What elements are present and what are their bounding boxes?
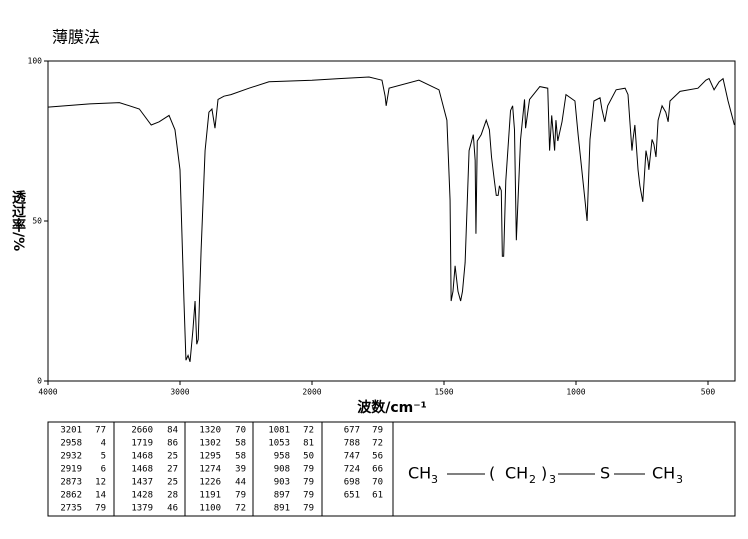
peak-wavenumber: 891 xyxy=(274,504,290,514)
peak-wavenumber: 1719 xyxy=(131,439,153,449)
peak-wavenumber: 788 xyxy=(344,439,360,449)
peak-transmittance: 44 xyxy=(235,478,246,488)
peak-transmittance: 70 xyxy=(235,426,246,436)
formula-text: CH xyxy=(408,464,431,483)
formula-text: CH xyxy=(652,464,675,483)
x-tick-label: 4000 xyxy=(38,388,57,397)
table-dividers xyxy=(113,422,394,516)
peak-wavenumber: 1320 xyxy=(199,426,221,436)
peak-wavenumber: 903 xyxy=(274,478,290,488)
x-tick-label: 2000 xyxy=(302,388,321,397)
peak-wavenumber: 1274 xyxy=(199,465,221,475)
peak-transmittance: 84 xyxy=(167,426,178,436)
peak-transmittance: 39 xyxy=(235,465,246,475)
formula-subscript: 3 xyxy=(676,473,683,486)
peak-transmittance: 79 xyxy=(95,504,106,514)
peak-wavenumber: 2735 xyxy=(60,504,82,514)
peak-transmittance: 5 xyxy=(101,452,106,462)
peak-transmittance: 14 xyxy=(95,491,106,501)
peak-transmittance: 72 xyxy=(372,439,383,449)
y-tick-label: 100 xyxy=(28,57,43,66)
peak-transmittance: 86 xyxy=(167,439,178,449)
formula-text: S xyxy=(600,464,610,483)
peak-wavenumber: 1468 xyxy=(131,465,153,475)
peak-wavenumber: 897 xyxy=(274,491,290,501)
formula-text: ) xyxy=(541,464,547,483)
peak-transmittance: 25 xyxy=(167,452,178,462)
peak-wavenumber: 1468 xyxy=(131,452,153,462)
x-tick-label: 1000 xyxy=(566,388,585,397)
peak-transmittance: 12 xyxy=(95,478,106,488)
peak-wavenumber: 958 xyxy=(274,452,290,462)
peak-wavenumber: 1053 xyxy=(268,439,290,449)
peak-transmittance: 79 xyxy=(303,465,314,475)
peak-transmittance: 4 xyxy=(101,439,106,449)
peak-wavenumber: 1379 xyxy=(131,504,153,514)
peak-wavenumber: 1302 xyxy=(199,439,221,449)
peak-transmittance: 72 xyxy=(235,504,246,514)
peak-transmittance: 79 xyxy=(303,478,314,488)
y-axis-label: 透过率/% xyxy=(10,190,26,251)
peak-transmittance: 81 xyxy=(303,439,314,449)
table-frame xyxy=(47,421,736,517)
peak-transmittance: 6 xyxy=(101,465,106,475)
plot-frame xyxy=(47,60,736,382)
peak-wavenumber: 1191 xyxy=(199,491,221,501)
peak-wavenumber: 908 xyxy=(274,465,290,475)
y-tick-label: 50 xyxy=(32,217,42,226)
peak-wavenumber: 2862 xyxy=(60,491,82,501)
chart-title: 薄膜法 xyxy=(52,28,100,47)
peak-transmittance: 79 xyxy=(235,491,246,501)
peak-transmittance: 79 xyxy=(372,426,383,436)
peak-transmittance: 61 xyxy=(372,491,383,501)
peak-transmittance: 70 xyxy=(372,478,383,488)
peak-wavenumber: 677 xyxy=(344,426,360,436)
formula-subscript: 3 xyxy=(549,473,556,486)
x-tick-label: 500 xyxy=(701,388,716,397)
peak-wavenumber: 651 xyxy=(344,491,360,501)
peak-transmittance: 56 xyxy=(372,452,383,462)
peak-transmittance: 58 xyxy=(235,452,246,462)
x-tick-label: 3000 xyxy=(170,388,189,397)
formula-subscript: 2 xyxy=(529,473,536,486)
x-axis-label: 波数/cm⁻¹ xyxy=(357,399,427,416)
peak-wavenumber: 3201 xyxy=(60,426,82,436)
peak-wavenumber: 2932 xyxy=(60,452,82,462)
peak-wavenumber: 1295 xyxy=(199,452,221,462)
peak-wavenumber: 747 xyxy=(344,452,360,462)
peak-wavenumber: 2919 xyxy=(60,465,82,475)
peak-transmittance: 27 xyxy=(167,465,178,475)
spectrum-line xyxy=(47,76,735,362)
peak-transmittance: 66 xyxy=(372,465,383,475)
peak-wavenumber: 1428 xyxy=(131,491,153,501)
peak-wavenumber: 2958 xyxy=(60,439,82,449)
peak-wavenumber: 1081 xyxy=(268,426,290,436)
formula-subscript: 3 xyxy=(431,473,438,486)
peak-transmittance: 72 xyxy=(303,426,314,436)
peak-transmittance: 28 xyxy=(167,491,178,501)
formula-text: ( xyxy=(489,464,495,483)
formula-text: CH xyxy=(505,464,528,483)
peak-wavenumber: 2873 xyxy=(60,478,82,488)
x-tick-label: 1500 xyxy=(434,388,453,397)
peak-wavenumber: 1437 xyxy=(131,478,153,488)
peak-wavenumber: 724 xyxy=(344,465,360,475)
peak-wavenumber: 2660 xyxy=(131,426,153,436)
peak-wavenumber: 1100 xyxy=(199,504,221,514)
peak-transmittance: 77 xyxy=(95,426,106,436)
peak-wavenumber: 698 xyxy=(344,478,360,488)
peak-transmittance: 79 xyxy=(303,504,314,514)
peak-transmittance: 58 xyxy=(235,439,246,449)
peak-transmittance: 46 xyxy=(167,504,178,514)
peak-transmittance: 25 xyxy=(167,478,178,488)
peak-transmittance: 79 xyxy=(303,491,314,501)
peak-wavenumber: 1226 xyxy=(199,478,221,488)
y-tick-label: 0 xyxy=(37,377,42,386)
peak-transmittance: 50 xyxy=(303,452,314,462)
